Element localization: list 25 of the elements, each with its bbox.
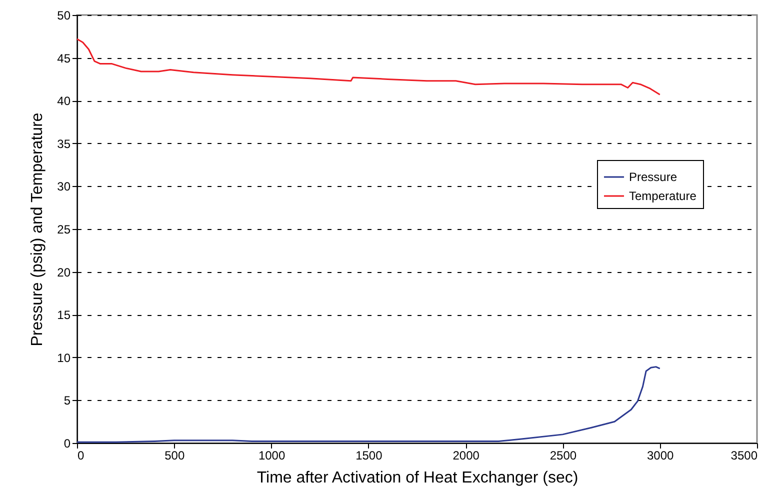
line-series: [76, 38, 661, 96]
x-tick-label: 0: [78, 448, 84, 462]
x-tick-label: 500: [164, 448, 185, 462]
y-tick-label: 5: [64, 394, 71, 408]
y-tick-label: 15: [57, 308, 71, 322]
x-tick-label: 3500: [730, 448, 758, 462]
x-tick-label: 3000: [647, 448, 674, 462]
x-tick-label: 1000: [258, 448, 286, 462]
y-tick-label: 30: [57, 180, 71, 194]
y-tick-label: 40: [57, 94, 71, 108]
y-tick-label: 45: [57, 51, 71, 66]
legend-label: Temperature: [629, 189, 697, 203]
x-tick-label: 1500: [356, 448, 383, 462]
x-tick-label: 2500: [550, 448, 577, 462]
line-series: [76, 366, 661, 443]
y-tick-label: 25: [57, 222, 71, 236]
x-axis-title: Time after Activation of Heat Exchanger (sec): [256, 470, 578, 486]
legend-label: Pressure: [629, 170, 678, 184]
y-tick-label: 35: [57, 136, 71, 151]
y-axis-title: Pressure (psig) and Temperature: [29, 112, 46, 346]
y-tick-label: 50: [57, 8, 71, 22]
y-tick-label: 0: [64, 436, 71, 450]
x-tick-label: 2000: [452, 448, 480, 462]
y-tick-label: 10: [57, 350, 71, 365]
y-tick-label: 20: [57, 265, 71, 280]
